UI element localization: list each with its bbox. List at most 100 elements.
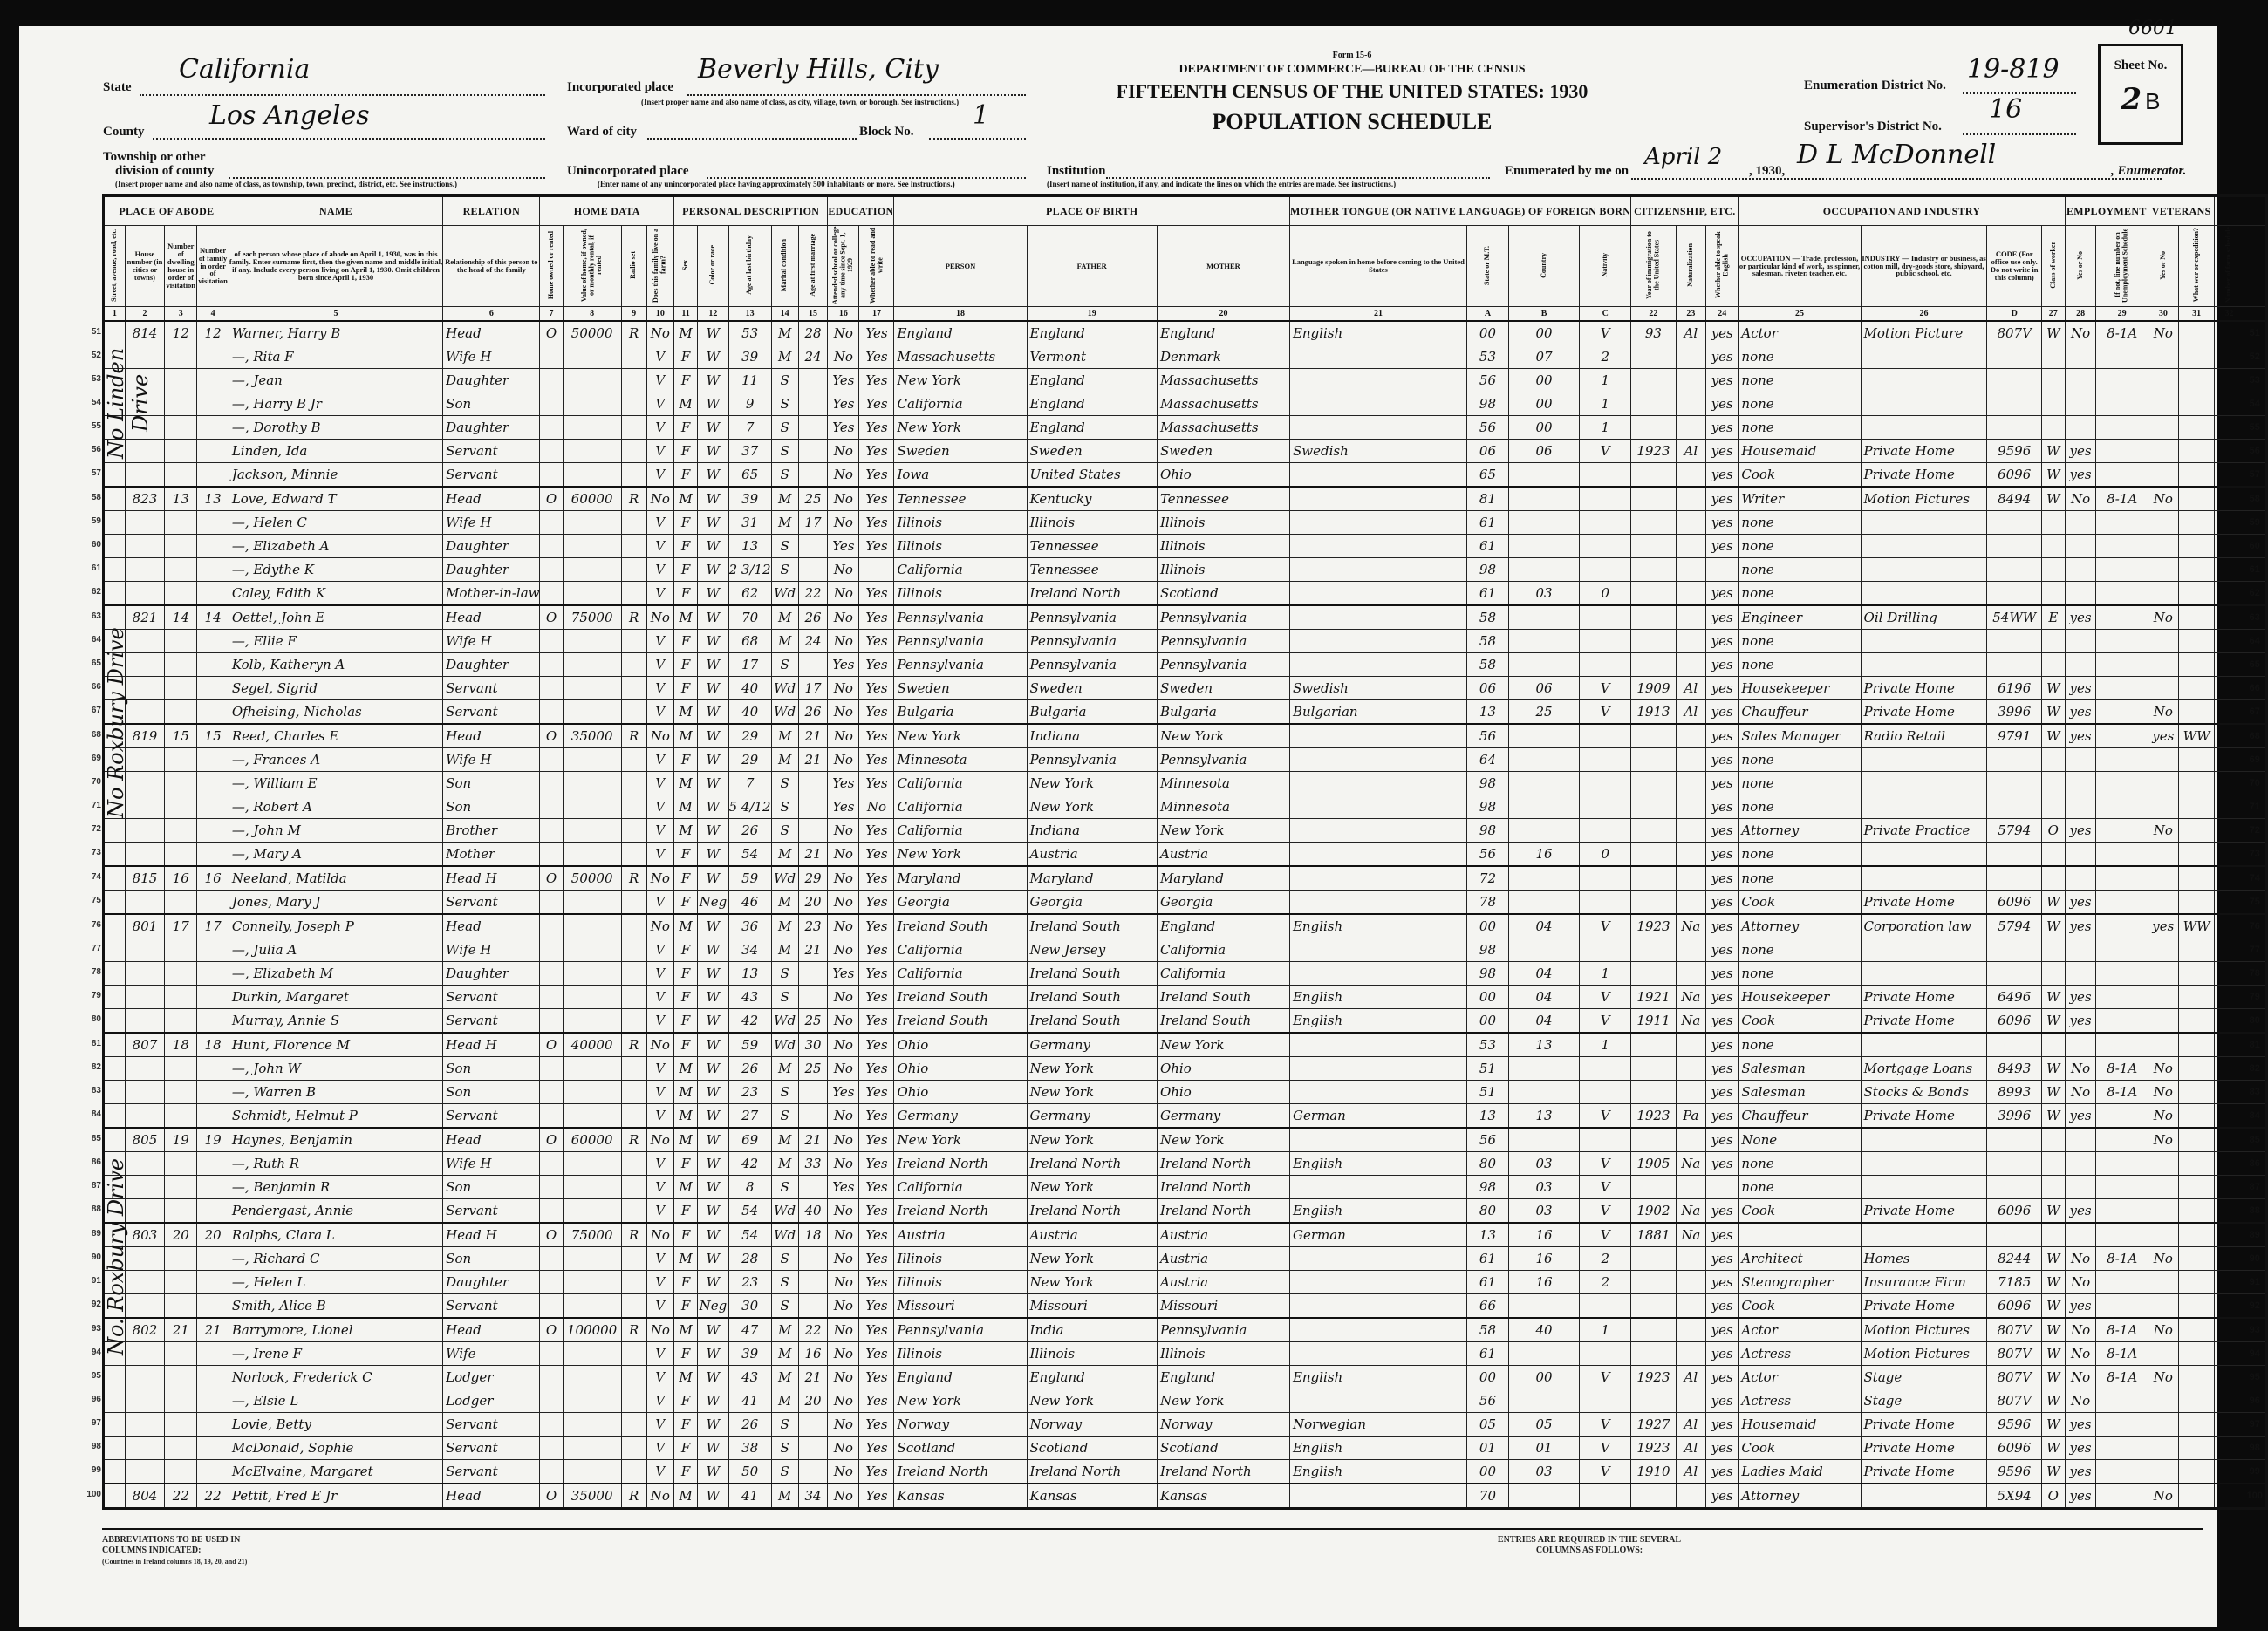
occupation-cell: Chauffeur: [1738, 699, 1862, 725]
radio-set-cell: [620, 1412, 647, 1437]
occupation-cell: Attorney: [1738, 1483, 1862, 1509]
dwelling-number-cell: 16: [164, 865, 198, 891]
birthplace-mother-cell: Illinois: [1156, 1341, 1290, 1366]
person-name-cell: Caley, Edith K: [228, 581, 444, 606]
speaks-english-cell: yes: [1705, 629, 1739, 653]
birthplace-mother-cell: Ohio: [1156, 462, 1290, 488]
radio-set-cell: [620, 462, 647, 488]
street-cell: [103, 534, 126, 558]
naturalization-cell: [1675, 1032, 1707, 1057]
table-row: —, Irene F Wife V F W 39 M 16 No Yes Illinois Illin…: [103, 1341, 2268, 1366]
left-line-number: 80: [91, 1014, 101, 1024]
line-number: 96: [2243, 1389, 2268, 1413]
class-of-worker-cell: [2040, 368, 2066, 392]
occupation-cell: Actor: [1738, 320, 1862, 345]
birthplace-mother-cell: England: [1156, 1365, 1290, 1389]
age-at-marriage-cell: [797, 368, 829, 392]
class-of-worker-cell: [2040, 392, 2066, 416]
left-line-number: 53: [91, 374, 101, 384]
farm-schedule-cell: [2214, 486, 2244, 511]
code-b-cell: [1507, 462, 1581, 488]
sex-cell: M: [673, 1056, 699, 1081]
read-write-cell: Yes: [858, 486, 895, 511]
radio-set-cell: R: [620, 1317, 647, 1342]
code-d-cell: 54WW: [1986, 604, 2042, 630]
table-row: Smith, Alice B Servant V F Neg 30 S No Yes Missou…: [103, 1293, 2268, 1319]
birthplace-mother-cell: Austria: [1156, 1270, 1290, 1294]
farm-schedule-cell: [2214, 1175, 2244, 1199]
table-row: 802 21 21 Barrymore, Lionel Head O 100000 R No M W…: [103, 1317, 2268, 1342]
home-value-cell: [562, 913, 622, 938]
street-name: No Linden Drive: [104, 347, 153, 459]
read-write-cell: Yes: [858, 1436, 895, 1460]
line-number: 81: [2243, 1032, 2268, 1057]
street-cell: [103, 699, 126, 725]
veteran-cell: [2147, 534, 2179, 558]
naturalization-cell: [1675, 1389, 1707, 1413]
left-line-number: 60: [91, 540, 101, 549]
age-cell: 37: [728, 439, 772, 463]
left-line-number: 88: [91, 1204, 101, 1214]
birthplace-father-cell: Germany: [1026, 1032, 1158, 1057]
unemployment-line-cell: [2095, 1032, 2148, 1057]
marital-condition-cell: M: [770, 1151, 799, 1176]
house-number-cell: [124, 818, 166, 843]
class-of-worker-cell: W: [2040, 1270, 2066, 1294]
marital-condition-cell: S: [770, 1080, 799, 1104]
race-cell: W: [697, 345, 729, 369]
street-cell: [103, 747, 126, 772]
sex-cell: F: [673, 1270, 699, 1294]
family-number-cell: [196, 699, 229, 725]
dwelling-number-cell: [164, 938, 198, 962]
industry-cell: Private Home: [1860, 1008, 1988, 1034]
age-cell: 11: [728, 368, 772, 392]
industry-cell: Homes: [1860, 1246, 1988, 1271]
industry-cell: [1860, 1483, 1988, 1509]
farm-schedule-cell: [2214, 652, 2244, 677]
family-number-cell: 19: [196, 1127, 229, 1152]
table-row: —, Dorothy B Daughter V F W 7 S Yes Yes New York E…: [103, 415, 2268, 440]
birthplace-father-cell: Maryland: [1026, 865, 1158, 891]
dwelling-number-cell: [164, 795, 198, 819]
industry-cell: [1860, 629, 1988, 653]
industry-cell: Motion Pictures: [1860, 1317, 1988, 1342]
column-header: of each person whose place of abode on A…: [228, 225, 444, 307]
marital-condition-cell: S: [770, 392, 799, 416]
at-work-cell: [2064, 652, 2097, 677]
birthplace-mother-cell: New York: [1156, 818, 1290, 843]
home-value-cell: 50000: [562, 865, 622, 891]
at-work-cell: [2064, 629, 2097, 653]
code-b-cell: 16: [1507, 1246, 1581, 1271]
speaks-english-cell: yes: [1705, 345, 1739, 369]
age-at-marriage-cell: 26: [797, 604, 829, 630]
code-d-cell: [1986, 747, 2042, 772]
unemployment-line-cell: [2095, 699, 2148, 725]
code-a-cell: 00: [1465, 1459, 1509, 1484]
unemployment-line-cell: 8-1A: [2095, 486, 2148, 511]
house-number-cell: 802: [124, 1317, 166, 1342]
relation-cell: Wife H: [442, 510, 541, 535]
war-cell: [2177, 1222, 2216, 1247]
age-cell: 13: [728, 534, 772, 558]
birthplace-person-cell: Pennsylvania: [893, 652, 1028, 677]
family-number-cell: [196, 1198, 229, 1224]
radio-set-cell: R: [620, 604, 647, 630]
age-cell: 27: [728, 1103, 772, 1129]
column-number: 13: [728, 306, 772, 322]
family-number-cell: [196, 629, 229, 653]
industry-cell: Motion Pictures: [1860, 486, 1988, 511]
age-cell: 69: [728, 1127, 772, 1152]
house-number-cell: [124, 1341, 166, 1366]
radio-set-cell: [620, 1270, 647, 1294]
war-cell: [2177, 557, 2216, 582]
home-value-cell: [562, 1198, 622, 1224]
marital-condition-cell: M: [770, 913, 799, 938]
immigration-year-cell: [1630, 890, 1677, 915]
code-b-cell: [1507, 1080, 1581, 1104]
speaks-english-cell: yes: [1705, 604, 1739, 630]
unemployment-line-cell: [2095, 913, 2148, 938]
read-write-cell: Yes: [858, 747, 895, 772]
attended-school-cell: No: [827, 985, 860, 1009]
code-a-cell: 58: [1465, 652, 1509, 677]
column-header: Year of immigration to the United States: [1630, 225, 1677, 307]
